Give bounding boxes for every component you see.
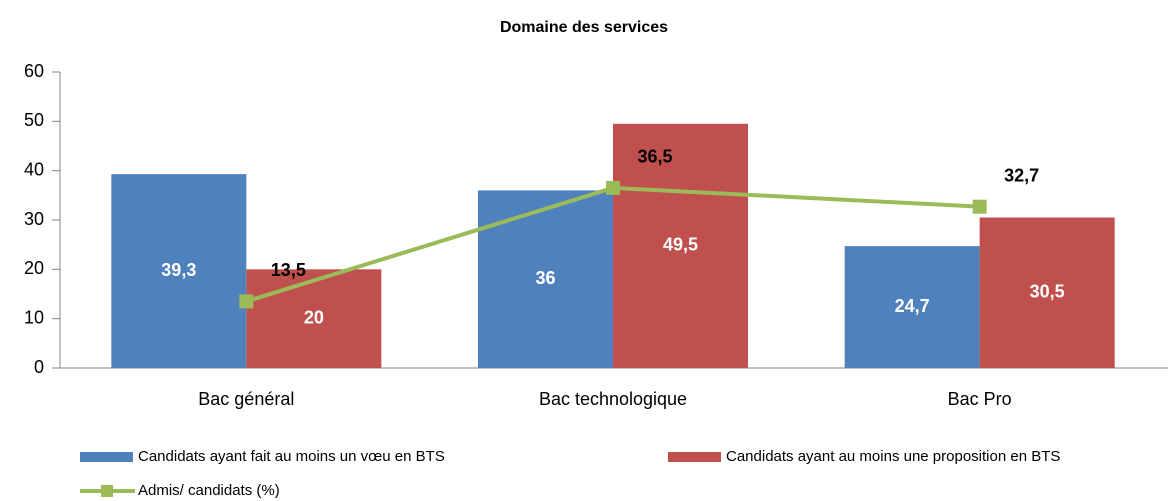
legend-swatch bbox=[101, 485, 113, 497]
legend-swatch bbox=[80, 452, 133, 462]
legend-swatch bbox=[668, 452, 721, 462]
bar bbox=[111, 174, 247, 368]
chart-title: Domaine des services bbox=[500, 19, 668, 36]
y-tick-label: 50 bbox=[24, 110, 44, 130]
data-label: 39,3 bbox=[161, 260, 196, 280]
legend-label: Candidats ayant fait au moins un vœu en … bbox=[138, 448, 445, 465]
x-tick-label: Bac technologique bbox=[539, 389, 687, 409]
y-tick-label: 30 bbox=[24, 209, 44, 229]
data-label: 20 bbox=[304, 307, 324, 327]
line-marker bbox=[239, 294, 254, 309]
data-label: 13,5 bbox=[271, 260, 306, 280]
bar bbox=[844, 246, 980, 368]
y-tick-label: 40 bbox=[24, 159, 44, 179]
bar bbox=[478, 190, 613, 368]
bar bbox=[246, 269, 382, 368]
legend-label: Candidats ayant au moins une proposition… bbox=[726, 448, 1060, 465]
data-label: 32,7 bbox=[1004, 165, 1039, 185]
x-tick-label: Bac général bbox=[198, 389, 294, 409]
legend-label: Admis/ candidats (%) bbox=[138, 482, 280, 499]
data-label: 36,5 bbox=[637, 147, 672, 167]
bar bbox=[613, 123, 748, 368]
line-marker bbox=[972, 199, 987, 214]
x-tick-label: Bac Pro bbox=[948, 389, 1012, 409]
y-tick-label: 10 bbox=[24, 307, 44, 327]
bar bbox=[979, 217, 1115, 368]
line-marker bbox=[606, 180, 620, 195]
y-tick-label: 20 bbox=[24, 258, 44, 278]
data-label: 36 bbox=[535, 268, 555, 288]
y-tick-label: 0 bbox=[34, 357, 44, 377]
data-label: 49,5 bbox=[663, 235, 698, 255]
y-tick-label: 60 bbox=[24, 61, 44, 81]
data-label: 30,5 bbox=[1030, 282, 1065, 302]
data-label: 24,7 bbox=[895, 296, 930, 316]
